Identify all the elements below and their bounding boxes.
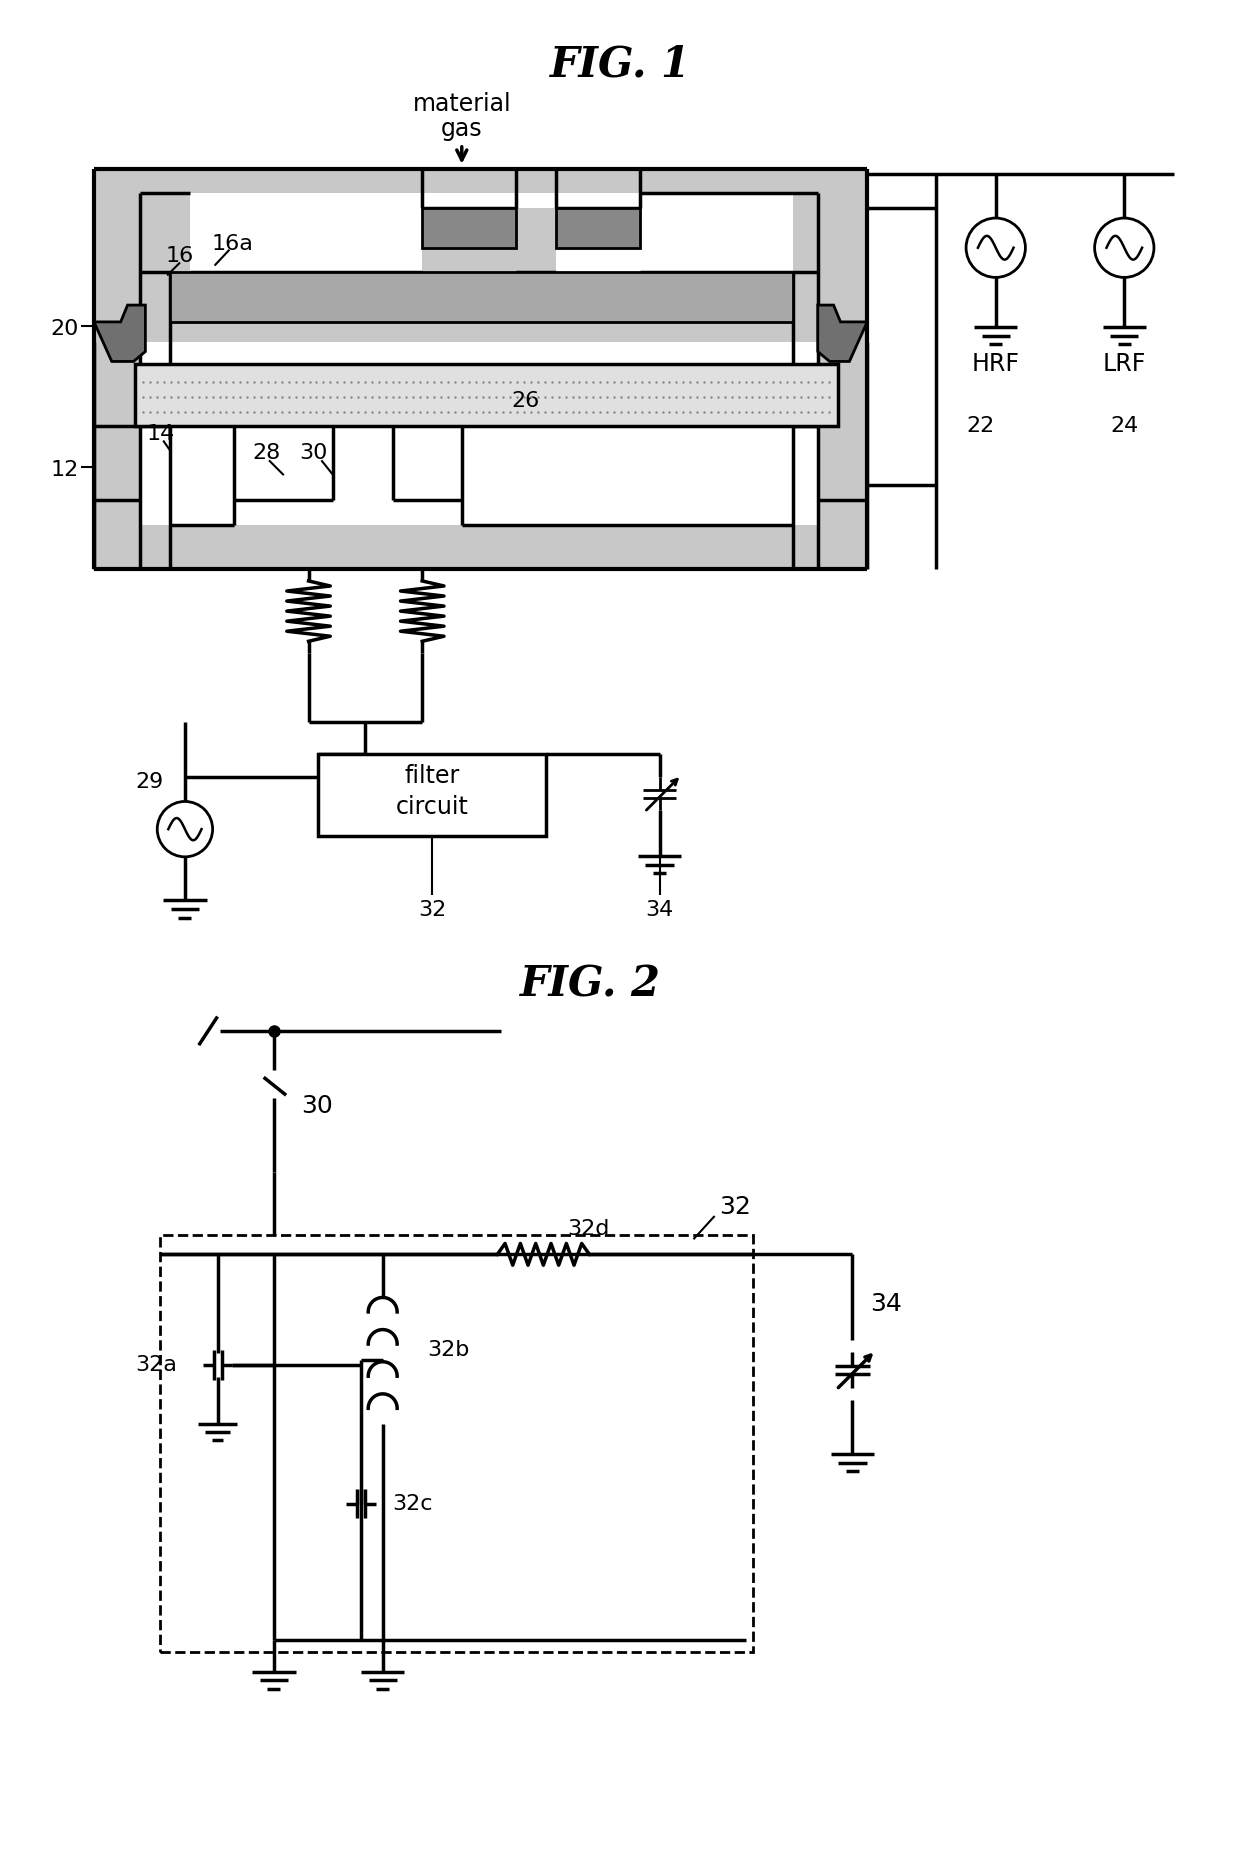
Text: 30: 30 <box>299 443 327 463</box>
Polygon shape <box>817 255 867 361</box>
Text: HRF: HRF <box>972 352 1019 376</box>
Text: 24: 24 <box>1110 415 1138 435</box>
Polygon shape <box>94 255 145 361</box>
Text: 32b: 32b <box>428 1340 470 1360</box>
Text: 29: 29 <box>135 772 164 791</box>
Bar <box>423 208 516 248</box>
Bar <box>170 272 794 322</box>
Bar <box>140 342 817 525</box>
Bar <box>94 169 867 569</box>
Bar <box>556 208 640 248</box>
Text: 32: 32 <box>418 901 446 919</box>
Text: 32d: 32d <box>568 1219 610 1239</box>
Text: FIG. 1: FIG. 1 <box>549 45 691 86</box>
Text: filter
circuit: filter circuit <box>396 763 469 819</box>
Text: 28: 28 <box>252 443 280 463</box>
Bar <box>135 365 837 426</box>
Text: 32: 32 <box>719 1195 750 1219</box>
Text: 16a: 16a <box>212 234 253 253</box>
Text: 22: 22 <box>967 415 994 435</box>
Text: 30: 30 <box>301 1094 334 1118</box>
Text: LRF: LRF <box>1102 352 1146 376</box>
Text: gas: gas <box>441 117 482 141</box>
Bar <box>319 754 546 836</box>
Text: 14: 14 <box>146 424 175 443</box>
Text: 32c: 32c <box>393 1494 433 1513</box>
Bar <box>190 194 423 272</box>
Text: 34: 34 <box>646 901 673 919</box>
Text: material: material <box>413 93 511 117</box>
Text: FIG. 2: FIG. 2 <box>520 964 661 1005</box>
Text: 34: 34 <box>870 1292 901 1316</box>
Text: 20: 20 <box>51 318 79 339</box>
Text: 12: 12 <box>51 460 79 480</box>
Text: 16: 16 <box>166 246 195 266</box>
Text: 26: 26 <box>511 391 539 411</box>
Bar <box>160 1234 754 1653</box>
Bar <box>640 194 794 272</box>
Text: 32a: 32a <box>135 1355 177 1375</box>
Bar <box>423 194 556 208</box>
Bar <box>556 194 640 272</box>
